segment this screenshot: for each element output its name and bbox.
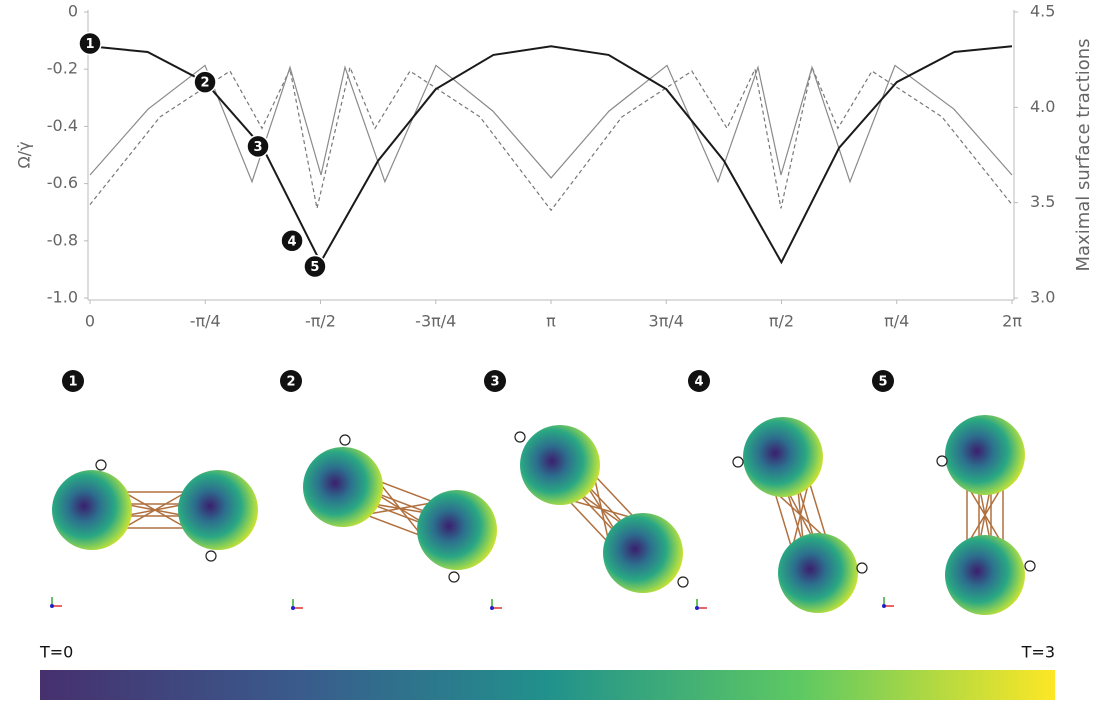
sphere: [178, 470, 258, 550]
y2-tick-label: 3.5: [1030, 192, 1055, 211]
y2-tick-label: 4.5: [1030, 2, 1055, 21]
spring: [365, 501, 435, 516]
spring: [773, 490, 793, 550]
annotation-marker: [193, 70, 217, 94]
annotation-label: 5: [310, 260, 319, 275]
y2-tick-label: 3.0: [1030, 288, 1055, 307]
sphere: [52, 470, 132, 550]
y-tick-label: -0.6: [47, 173, 78, 192]
annotation-label: 2: [201, 76, 210, 91]
y-tick-label: -0.2: [47, 59, 78, 78]
annotation-marker: [280, 229, 304, 253]
axis-triad: [695, 606, 699, 610]
surface-point: [1024, 560, 1036, 572]
surface-point: [514, 431, 526, 443]
panel-badge: [872, 370, 894, 392]
panel-badge: [62, 370, 84, 392]
x-tick-label: -π/4: [190, 312, 221, 331]
surface-point: [936, 455, 948, 467]
axis-triad: [882, 604, 886, 608]
panel-badge-label: 1: [68, 375, 77, 390]
annotation-marker: [246, 134, 270, 159]
surface-point: [856, 562, 868, 574]
spring: [123, 491, 187, 529]
panel-badge-label: 3: [490, 375, 499, 390]
axis-triad: [490, 606, 494, 610]
surface-point: [448, 571, 460, 583]
annotation-label: 1: [85, 37, 94, 52]
sphere: [417, 490, 497, 570]
spring: [575, 490, 619, 536]
annotation-marker: [303, 254, 327, 279]
y2-axis-label: Maximal surface tractions: [1073, 39, 1094, 272]
sphere: [743, 417, 823, 497]
series-line: [89, 65, 1013, 212]
annotation-marker: [78, 31, 102, 56]
series-line: [89, 45, 1013, 265]
colorbar-min-label: T=0: [39, 643, 73, 662]
sphere: [945, 535, 1025, 615]
surface-point: [205, 550, 217, 562]
x-tick-label: π/4: [884, 312, 909, 331]
annotation-label: 4: [288, 234, 297, 249]
x-tick-label: π: [546, 312, 556, 331]
spring: [364, 513, 423, 537]
x-tick-label: 3π/4: [649, 312, 684, 331]
x-tick-label: π/2: [769, 312, 794, 331]
sphere: [945, 415, 1025, 495]
panel-badge-label: 4: [694, 375, 703, 390]
y-tick-label: -1.0: [47, 288, 78, 307]
surface-point: [732, 456, 744, 468]
axis-triad: [291, 606, 295, 610]
spring: [796, 484, 816, 543]
panel-badge-label: 5: [878, 375, 887, 390]
y-tick-label: -0.4: [47, 116, 78, 135]
spring: [567, 498, 636, 520]
spring: [966, 484, 1004, 546]
series-line: [89, 64, 1013, 184]
panel-badge: [688, 370, 710, 392]
x-tick-label: 0: [85, 312, 95, 331]
annotation-label: 3: [253, 140, 262, 155]
y-tick-label: -0.8: [47, 230, 78, 249]
sphere: [303, 447, 383, 527]
surface-point: [339, 434, 351, 446]
x-tick-label: -3π/4: [415, 312, 456, 331]
spring: [774, 490, 827, 540]
spring: [593, 474, 636, 520]
sphere: [778, 533, 858, 613]
spring: [785, 487, 805, 546]
x-tick-label: 2π: [1002, 312, 1022, 331]
spring: [369, 502, 427, 526]
panel-badge: [280, 370, 302, 392]
x-tick-label: -π/2: [305, 312, 336, 331]
colorbar: [40, 670, 1055, 700]
panel-badge: [484, 370, 506, 392]
y-axis-label: Ω/γ̇: [15, 141, 34, 168]
spring: [373, 491, 431, 515]
spring: [584, 482, 628, 528]
colorbar-max-label: T=3: [1021, 643, 1055, 662]
panel-badge-label: 2: [286, 375, 295, 390]
spring: [377, 480, 436, 504]
sphere: [520, 425, 600, 505]
surface-point: [95, 459, 107, 471]
surface-point: [677, 576, 689, 588]
y-tick-label: 0: [68, 2, 78, 21]
axis-triad: [50, 604, 54, 608]
y2-tick-label: 4.0: [1030, 97, 1055, 116]
spring: [808, 480, 828, 540]
spring: [567, 498, 610, 544]
sphere: [603, 513, 683, 593]
